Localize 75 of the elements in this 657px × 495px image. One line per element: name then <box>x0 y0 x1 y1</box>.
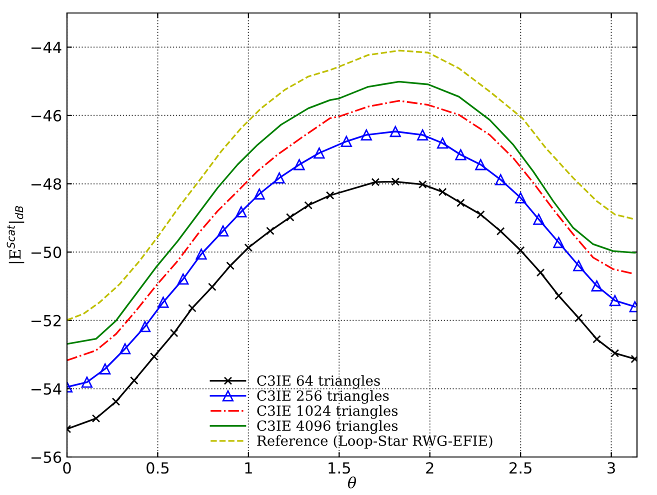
point <box>244 243 253 252</box>
x-axis-title: θ <box>348 476 356 488</box>
x-tick-label: 2 <box>426 462 434 474</box>
legend-label: Reference (Loop-Star RWG-EFIE) <box>257 435 492 449</box>
point <box>226 262 234 270</box>
point <box>592 335 601 344</box>
point <box>170 328 178 338</box>
point <box>304 201 312 210</box>
point <box>554 292 563 300</box>
x-tick-label: 2.5 <box>510 462 532 474</box>
point <box>475 159 486 170</box>
point <box>515 192 526 204</box>
point <box>455 149 466 160</box>
point <box>188 304 196 312</box>
point <box>496 227 505 236</box>
point <box>326 191 334 200</box>
point <box>516 246 525 255</box>
y-tick-label: −54 <box>32 383 62 395</box>
y-tick-label: −56 <box>32 451 62 464</box>
point <box>437 138 448 149</box>
point <box>158 296 169 308</box>
point <box>533 214 544 225</box>
point <box>286 213 294 222</box>
legend-label: C3IE 1024 triangles <box>257 405 398 419</box>
point <box>340 136 352 147</box>
point <box>196 248 207 260</box>
point <box>418 180 427 189</box>
y-tick-label: −52 <box>32 314 61 326</box>
x-tick-label: 3 <box>608 462 615 474</box>
point <box>476 210 485 219</box>
line-series <box>67 50 636 321</box>
point <box>573 260 584 272</box>
y-tick-label: −48 <box>32 178 62 190</box>
legend-label: C3IE 64 triangles <box>257 375 380 389</box>
point <box>390 126 401 138</box>
point <box>217 225 229 236</box>
x-tick-label: 0 <box>63 462 71 474</box>
point <box>609 295 620 306</box>
point <box>360 129 372 140</box>
x-tick-label: 1 <box>245 462 252 474</box>
y-axis-title: |E$^{Scat}$|$_{dB}$ <box>6 206 24 264</box>
point <box>610 349 620 358</box>
point <box>314 147 325 159</box>
point <box>254 188 265 200</box>
point <box>236 206 247 218</box>
x-tick-label: 1.5 <box>328 462 350 474</box>
point <box>553 236 564 248</box>
point <box>495 174 506 186</box>
point <box>574 314 583 322</box>
point <box>130 376 138 385</box>
y-tick-label: −46 <box>32 110 62 122</box>
point <box>536 268 545 277</box>
point <box>294 159 305 170</box>
point <box>438 188 447 196</box>
point <box>139 320 151 332</box>
point <box>178 274 189 285</box>
y-tick-label: −44 <box>32 42 62 53</box>
point <box>456 198 465 208</box>
point <box>120 343 131 354</box>
point <box>112 398 120 406</box>
x-tick-label: 0.5 <box>146 462 169 474</box>
point <box>81 376 93 388</box>
y-tick-label: −50 <box>32 246 62 258</box>
point <box>100 363 111 374</box>
point <box>591 280 602 292</box>
point <box>92 414 100 423</box>
legend-label: C3IE 256 triangles <box>257 390 389 404</box>
point <box>208 282 216 292</box>
point <box>391 178 400 186</box>
point <box>266 226 274 236</box>
point <box>274 172 285 184</box>
point <box>371 178 380 186</box>
point <box>150 352 158 361</box>
point <box>417 129 428 140</box>
legend-label: C3IE 4096 triangles <box>257 420 398 434</box>
